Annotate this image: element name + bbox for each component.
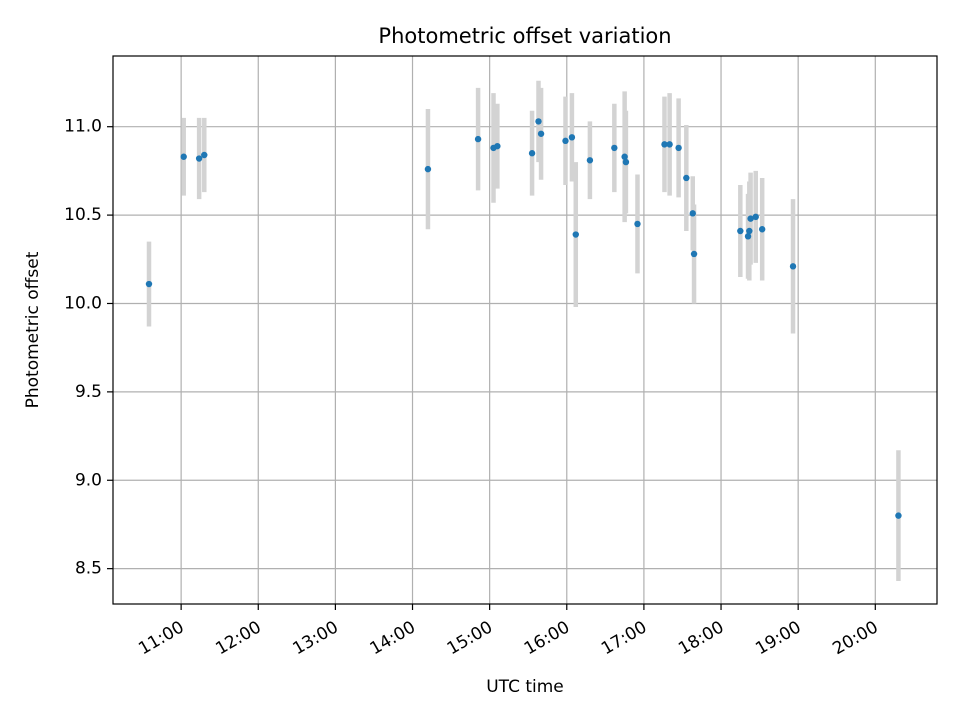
data-points [145, 118, 902, 519]
data-point [690, 250, 698, 258]
data-point [195, 155, 203, 162]
data-point [683, 174, 690, 182]
data-point [535, 118, 542, 125]
data-point [675, 144, 682, 152]
data-point [661, 141, 668, 148]
y-axis-label: Photometric offset [23, 251, 43, 408]
data-point [634, 220, 641, 228]
data-point [752, 213, 759, 221]
data-point [424, 165, 432, 173]
data-point [737, 227, 744, 235]
plot-frame [112, 55, 938, 605]
data-point [789, 263, 797, 270]
data-point [474, 135, 482, 143]
data-point [747, 215, 754, 222]
y-axis-ticks: 8.5 9.0 9.5 10.0 10.5 11.0 [64, 117, 113, 579]
y-tick-label: 9.0 [75, 470, 102, 490]
data-point [528, 150, 536, 157]
chart-title: Photometric offset variation [378, 24, 671, 48]
data-point [537, 130, 545, 137]
data-point [895, 512, 902, 519]
data-point [746, 227, 753, 235]
data-point [201, 151, 208, 159]
data-point [689, 210, 696, 217]
data-point [666, 141, 673, 148]
y-tick-label: 9.5 [75, 382, 102, 402]
y-tick-label: 10.5 [64, 205, 102, 225]
y-tick-label: 10.0 [64, 293, 102, 313]
data-point [145, 280, 153, 288]
data-point [180, 153, 187, 160]
x-axis-label: UTC time [486, 677, 564, 697]
data-point [568, 134, 576, 141]
data-point [572, 231, 579, 238]
grid [113, 56, 937, 604]
data-point [622, 158, 630, 166]
data-point [562, 137, 569, 145]
y-tick-label: 11.0 [64, 117, 102, 137]
y-tick-label: 8.5 [75, 559, 102, 579]
data-point [494, 142, 501, 150]
data-point [758, 226, 766, 233]
data-point [586, 157, 594, 164]
data-point [744, 233, 752, 240]
data-point [621, 153, 628, 160]
data-point [611, 144, 618, 152]
